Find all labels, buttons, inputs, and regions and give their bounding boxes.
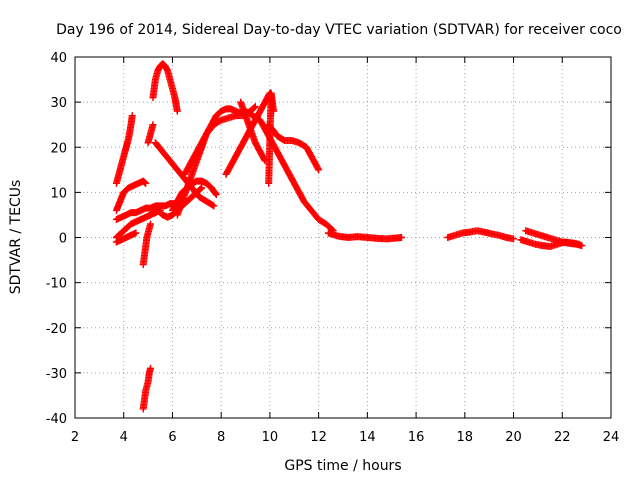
x-tick-label: 24: [603, 430, 620, 445]
data-point: [250, 104, 258, 112]
y-tick-label: -20: [46, 322, 67, 337]
x-tick-label: 6: [168, 430, 176, 445]
data-point: [128, 112, 136, 120]
x-tick-label: 8: [217, 430, 225, 445]
data-point: [149, 121, 157, 129]
data-point: [575, 240, 583, 248]
data-point: [212, 191, 220, 199]
x-tick-label: 18: [457, 430, 474, 445]
data-point: [270, 107, 278, 115]
data-point: [198, 184, 206, 192]
data-point: [197, 185, 205, 193]
y-axis-label: SDTVAR / TECUs: [8, 180, 24, 295]
series-arc-g: [139, 364, 155, 413]
y-tick-label: 40: [50, 51, 67, 66]
y-tick-label: 20: [50, 141, 67, 156]
data-point: [315, 166, 323, 174]
x-tick-label: 22: [554, 430, 571, 445]
data-point: [397, 234, 405, 241]
y-tick-label: -40: [46, 412, 67, 427]
x-axis-label: GPS time / hours: [284, 458, 401, 474]
series-arc-b: [112, 177, 150, 214]
y-tick-label: -10: [46, 277, 67, 292]
x-tick-label: 2: [71, 430, 79, 445]
chart-title: Day 196 of 2014, Sidereal Day-to-day VTE…: [56, 22, 622, 38]
x-tick-label: 10: [262, 430, 279, 445]
data-point: [141, 179, 149, 187]
data-point: [251, 103, 259, 111]
y-tick-label: 10: [50, 186, 67, 201]
series-arc-f: [139, 220, 155, 269]
series-arc-r: [242, 107, 337, 235]
data-point: [211, 190, 219, 198]
data-point: [210, 202, 218, 210]
data-point: [173, 107, 181, 115]
x-tick-label: 12: [310, 430, 327, 445]
x-tick-label: 4: [120, 430, 128, 445]
y-tick-label: 30: [50, 96, 67, 111]
y-tick-label: 0: [59, 232, 67, 247]
series-outliers: [265, 89, 278, 187]
x-tick-label: 14: [359, 430, 376, 445]
data-point: [140, 178, 148, 186]
data-point: [132, 229, 140, 237]
series-arc-t: [444, 227, 518, 243]
series-arc-i: [149, 60, 181, 115]
data-point: [142, 179, 150, 187]
data-point: [209, 201, 217, 209]
y-tick-label: -30: [46, 367, 67, 382]
series-arc-v: [517, 236, 583, 251]
data-point: [147, 220, 155, 228]
x-tick-label: 16: [408, 430, 425, 445]
axis-ticks: 2 4 6 8 10 12 14 16 18 20 22 24-40-30-20-1001020304…: [46, 51, 620, 445]
series-arc-a: [112, 112, 136, 187]
data-point: [510, 235, 518, 243]
x-tick-label: 20: [505, 430, 522, 445]
series-arc-e: [112, 229, 140, 246]
data-point: [147, 364, 155, 372]
series-arc-s: [324, 229, 405, 243]
series-arc-h: [144, 121, 157, 147]
data-points: [112, 60, 586, 413]
